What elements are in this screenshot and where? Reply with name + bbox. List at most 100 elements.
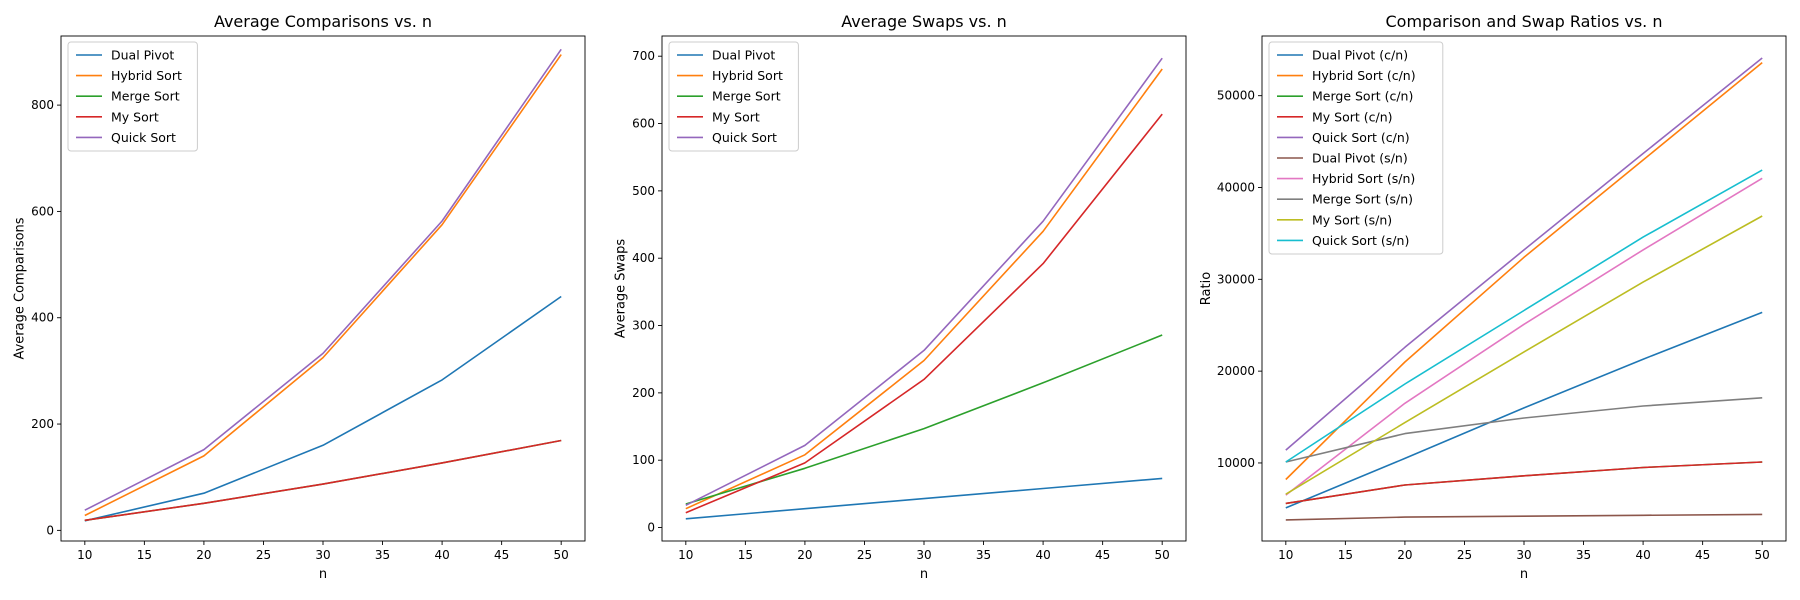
legend: Dual Pivot Hybrid Sort Merge Sort My Sort Qu… xyxy=(67,41,198,152)
legend-box xyxy=(67,41,198,152)
x-axis-label: n xyxy=(920,567,928,582)
series-line-6 xyxy=(1285,513,1763,521)
x-tick-label: 20 xyxy=(1397,548,1412,562)
y-tick-label: 200 xyxy=(632,386,655,400)
y-tick-label: 600 xyxy=(632,117,655,131)
chart-panel-1: Average Comparisons vs. n 10 15 20 25 30 35 40 4… xyxy=(12,12,586,582)
x-tick-label: 40 xyxy=(1635,548,1650,562)
series-line-2 xyxy=(685,68,1163,510)
series-line-8 xyxy=(1285,397,1763,463)
legend-label: Merge Sort xyxy=(712,89,781,104)
x-tick-label: 10 xyxy=(1278,548,1293,562)
x-tick-label: 15 xyxy=(738,548,753,562)
y-axis-label: Average Comparisons xyxy=(12,217,27,359)
x-axis: 10 15 20 25 30 35 40 45 50 xyxy=(77,541,569,562)
y-tick-label: 600 xyxy=(31,204,54,218)
legend-label: Quick Sort (s/n) xyxy=(1312,233,1409,248)
series-line-4 xyxy=(84,439,562,522)
x-tick-label: 50 xyxy=(554,548,569,562)
series-line-2 xyxy=(1285,61,1763,481)
x-tick-label: 50 xyxy=(1155,548,1170,562)
legend-label: My Sort xyxy=(712,109,760,124)
series-line-5 xyxy=(1285,57,1763,451)
y-tick-label: 20000 xyxy=(1217,364,1255,378)
y-tick-label: 500 xyxy=(632,184,655,198)
series-group xyxy=(84,48,562,522)
x-tick-label: 25 xyxy=(1457,548,1472,562)
chart-panel-2: Average Swaps vs. n10 15 20 25 30 35 40 45 50010… xyxy=(613,12,1187,582)
legend-label: Quick Sort (c/n) xyxy=(1312,130,1410,145)
legend: Dual Pivot (c/n) Hybrid Sort (c/n) Merge S… xyxy=(1268,41,1444,255)
x-tick-label: 20 xyxy=(797,548,812,562)
x-axis-label: n xyxy=(1520,567,1528,582)
y-tick-label: 400 xyxy=(632,251,655,265)
x-tick-label: 45 xyxy=(494,548,509,562)
x-tick-label: 25 xyxy=(857,548,872,562)
legend-label: Dual Pivot xyxy=(111,48,174,63)
legend-label: Dual Pivot (c/n) xyxy=(1312,48,1408,63)
series-line-3 xyxy=(1285,461,1763,505)
x-tick-label: 40 xyxy=(1035,548,1050,562)
legend-label: Quick Sort xyxy=(712,130,777,145)
x-tick-label: 15 xyxy=(137,548,152,562)
legend-label: Merge Sort (s/n) xyxy=(1312,192,1413,207)
series-line-7 xyxy=(1285,177,1763,496)
y-axis: 0 200 400 600 800 xyxy=(31,98,61,537)
x-tick-label: 40 xyxy=(434,548,449,562)
series-line-1 xyxy=(84,295,562,522)
legend-label: Dual Pivot (s/n) xyxy=(1312,151,1408,166)
chart-title: Comparison and Swap Ratios vs. n xyxy=(1386,12,1663,31)
x-tick-label: 35 xyxy=(375,548,390,562)
x-axis: 10 15 20 25 30 35 40 45 50 xyxy=(1278,541,1770,562)
series-line-1 xyxy=(1285,311,1763,509)
y-tick-label: 700 xyxy=(632,49,655,63)
y-tick-label: 800 xyxy=(31,98,54,112)
series-line-5 xyxy=(84,48,562,511)
legend-box xyxy=(668,41,799,152)
y-tick-label: 0 xyxy=(46,523,54,537)
x-tick-label: 45 xyxy=(1695,548,1710,562)
legend-label: Hybrid Sort xyxy=(712,68,783,83)
chart-panel-3: Comparison and Swap Ratios vs. n 10 15 20 25… xyxy=(1199,12,1787,582)
x-tick-label: 50 xyxy=(1755,548,1770,562)
series-line-4 xyxy=(1285,461,1763,505)
x-axis: 10 15 20 25 30 35 40 45 50 xyxy=(678,541,1170,562)
y-tick-label: 300 xyxy=(632,319,655,333)
y-axis: 10000 20000 30000 40000 50000 xyxy=(1217,89,1262,470)
legend: Dual Pivot Hybrid Sort Merge Sort My Sort Qu… xyxy=(668,41,799,152)
series-group xyxy=(1285,57,1763,521)
x-tick-label: 35 xyxy=(976,548,991,562)
legend-label: My Sort xyxy=(111,109,159,124)
y-axis-label: Average Swaps xyxy=(613,239,628,339)
x-tick-label: 10 xyxy=(678,548,693,562)
legend-label: My Sort (c/n) xyxy=(1312,109,1393,124)
legend-label: Dual Pivot xyxy=(712,48,775,63)
y-axis: 0 100 200 300 400 500 600 700 xyxy=(632,49,662,535)
y-tick-label: 400 xyxy=(31,311,54,325)
series-group xyxy=(685,57,1163,520)
x-tick-label: 20 xyxy=(196,548,211,562)
legend-label: My Sort (s/n) xyxy=(1312,212,1392,227)
y-tick-label: 0 xyxy=(647,521,655,535)
x-tick-label: 45 xyxy=(1095,548,1110,562)
x-tick-label: 30 xyxy=(916,548,931,562)
series-line-2 xyxy=(84,54,562,517)
y-tick-label: 200 xyxy=(31,417,54,431)
x-tick-label: 30 xyxy=(1516,548,1531,562)
y-tick-label: 100 xyxy=(632,453,655,467)
x-tick-label: 15 xyxy=(1338,548,1353,562)
y-tick-label: 10000 xyxy=(1217,456,1255,470)
legend-box xyxy=(1268,41,1444,255)
legend-label: Hybrid Sort xyxy=(111,68,182,83)
chart-title: Average Comparisons vs. n xyxy=(214,12,432,31)
series-line-10 xyxy=(1285,169,1763,463)
series-line-1 xyxy=(685,477,1163,520)
y-tick-label: 50000 xyxy=(1217,89,1255,103)
x-axis-label: n xyxy=(319,567,327,582)
x-tick-label: 25 xyxy=(256,548,271,562)
legend-label: Merge Sort xyxy=(111,89,180,104)
legend-label: Merge Sort (c/n) xyxy=(1312,89,1413,104)
series-line-4 xyxy=(685,113,1163,514)
x-tick-label: 30 xyxy=(315,548,330,562)
